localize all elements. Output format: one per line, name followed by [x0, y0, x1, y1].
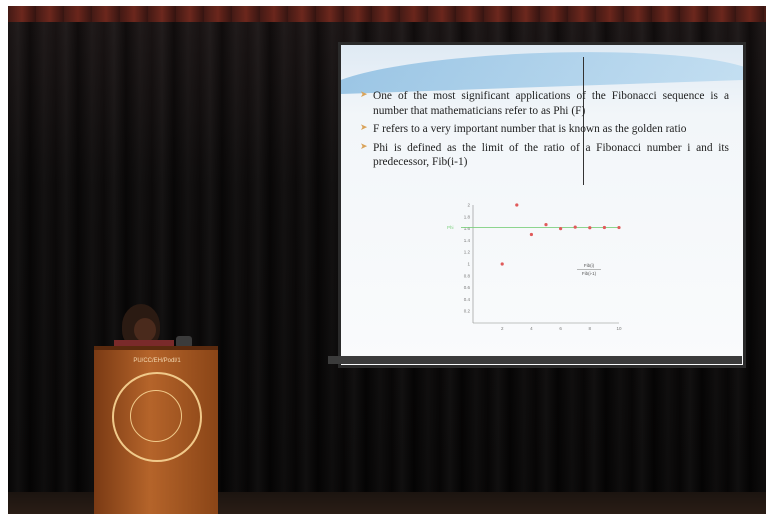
- chart-y-tick-label: 1.8: [464, 214, 471, 219]
- chart-y-tick-label: 1.6: [464, 226, 471, 231]
- slide-bullet: F refers to a very important number that…: [360, 122, 729, 137]
- auditorium-stage: One of the most significant applications…: [8, 6, 766, 514]
- legend-numerator: Fib(i): [584, 263, 595, 268]
- chart-data-point: [602, 225, 606, 230]
- chart-y-tick-label: 0.4: [464, 297, 471, 302]
- chart-data-point: [617, 225, 621, 230]
- chart-x-tick-label: 6: [559, 326, 562, 331]
- slide-header-wave: [341, 45, 743, 95]
- chart-x-tick-label: 8: [589, 326, 592, 331]
- chart-data-point: [588, 226, 592, 230]
- screen-bottom-bar: [328, 356, 742, 364]
- chart-y-tick-label: 0.6: [464, 285, 471, 290]
- podium-microphone: [176, 336, 192, 348]
- legend-denominator: Fib(i-1): [582, 271, 597, 276]
- chart-data-point: [529, 232, 533, 237]
- presentation-slide: One of the most significant applications…: [341, 45, 743, 365]
- chart-y-tick-label: 0.8: [464, 273, 471, 278]
- chart-y-tick-label: 1.2: [464, 250, 471, 255]
- chart-data-point: [515, 203, 519, 207]
- slide-bullet: One of the most significant applications…: [360, 89, 729, 118]
- projection-screen: One of the most significant applications…: [338, 42, 746, 368]
- chart-x-tick-label: 2: [501, 326, 504, 331]
- chart-data-point: [544, 223, 548, 227]
- chart-y-tick-label: 0.2: [464, 309, 471, 314]
- slide-bullet-list: One of the most significant applications…: [360, 89, 729, 174]
- speaker-face: [134, 318, 156, 342]
- screen-pull-cord: [583, 57, 584, 185]
- chart-y-tick-label: 1.4: [464, 238, 471, 243]
- podium-label: PU/CC/EH/Podl/1: [133, 358, 181, 364]
- phi-reference-label: Phi: [447, 225, 454, 230]
- chart-x-tick-label: 4: [530, 326, 533, 331]
- chart-y-tick-label: 1: [467, 262, 470, 267]
- chart-data-point: [573, 225, 577, 229]
- chart-data-point: [559, 227, 563, 231]
- chart-y-tick-label: 2: [467, 203, 470, 208]
- podium: PU/CC/EH/Podl/1: [94, 346, 218, 514]
- chart-svg: 2 1.8 1.6 1.4 1.2 1 0.8 0.6 0.4 0.2 2 4 6 8 10 Phi Fib(i…: [447, 203, 622, 332]
- chart-x-tick-label: 10: [616, 326, 622, 331]
- university-emblem: [112, 372, 202, 462]
- emblem-inner-ring: [130, 390, 182, 442]
- curtain-valance: [8, 6, 766, 22]
- fibonacci-ratio-chart: 2 1.8 1.6 1.4 1.2 1 0.8 0.6 0.4 0.2 2 4 6 8 10 Phi Fib(i…: [439, 197, 639, 337]
- chart-data-point: [500, 262, 504, 266]
- slide-bullet: Phi is defined as the limit of the ratio…: [360, 141, 729, 170]
